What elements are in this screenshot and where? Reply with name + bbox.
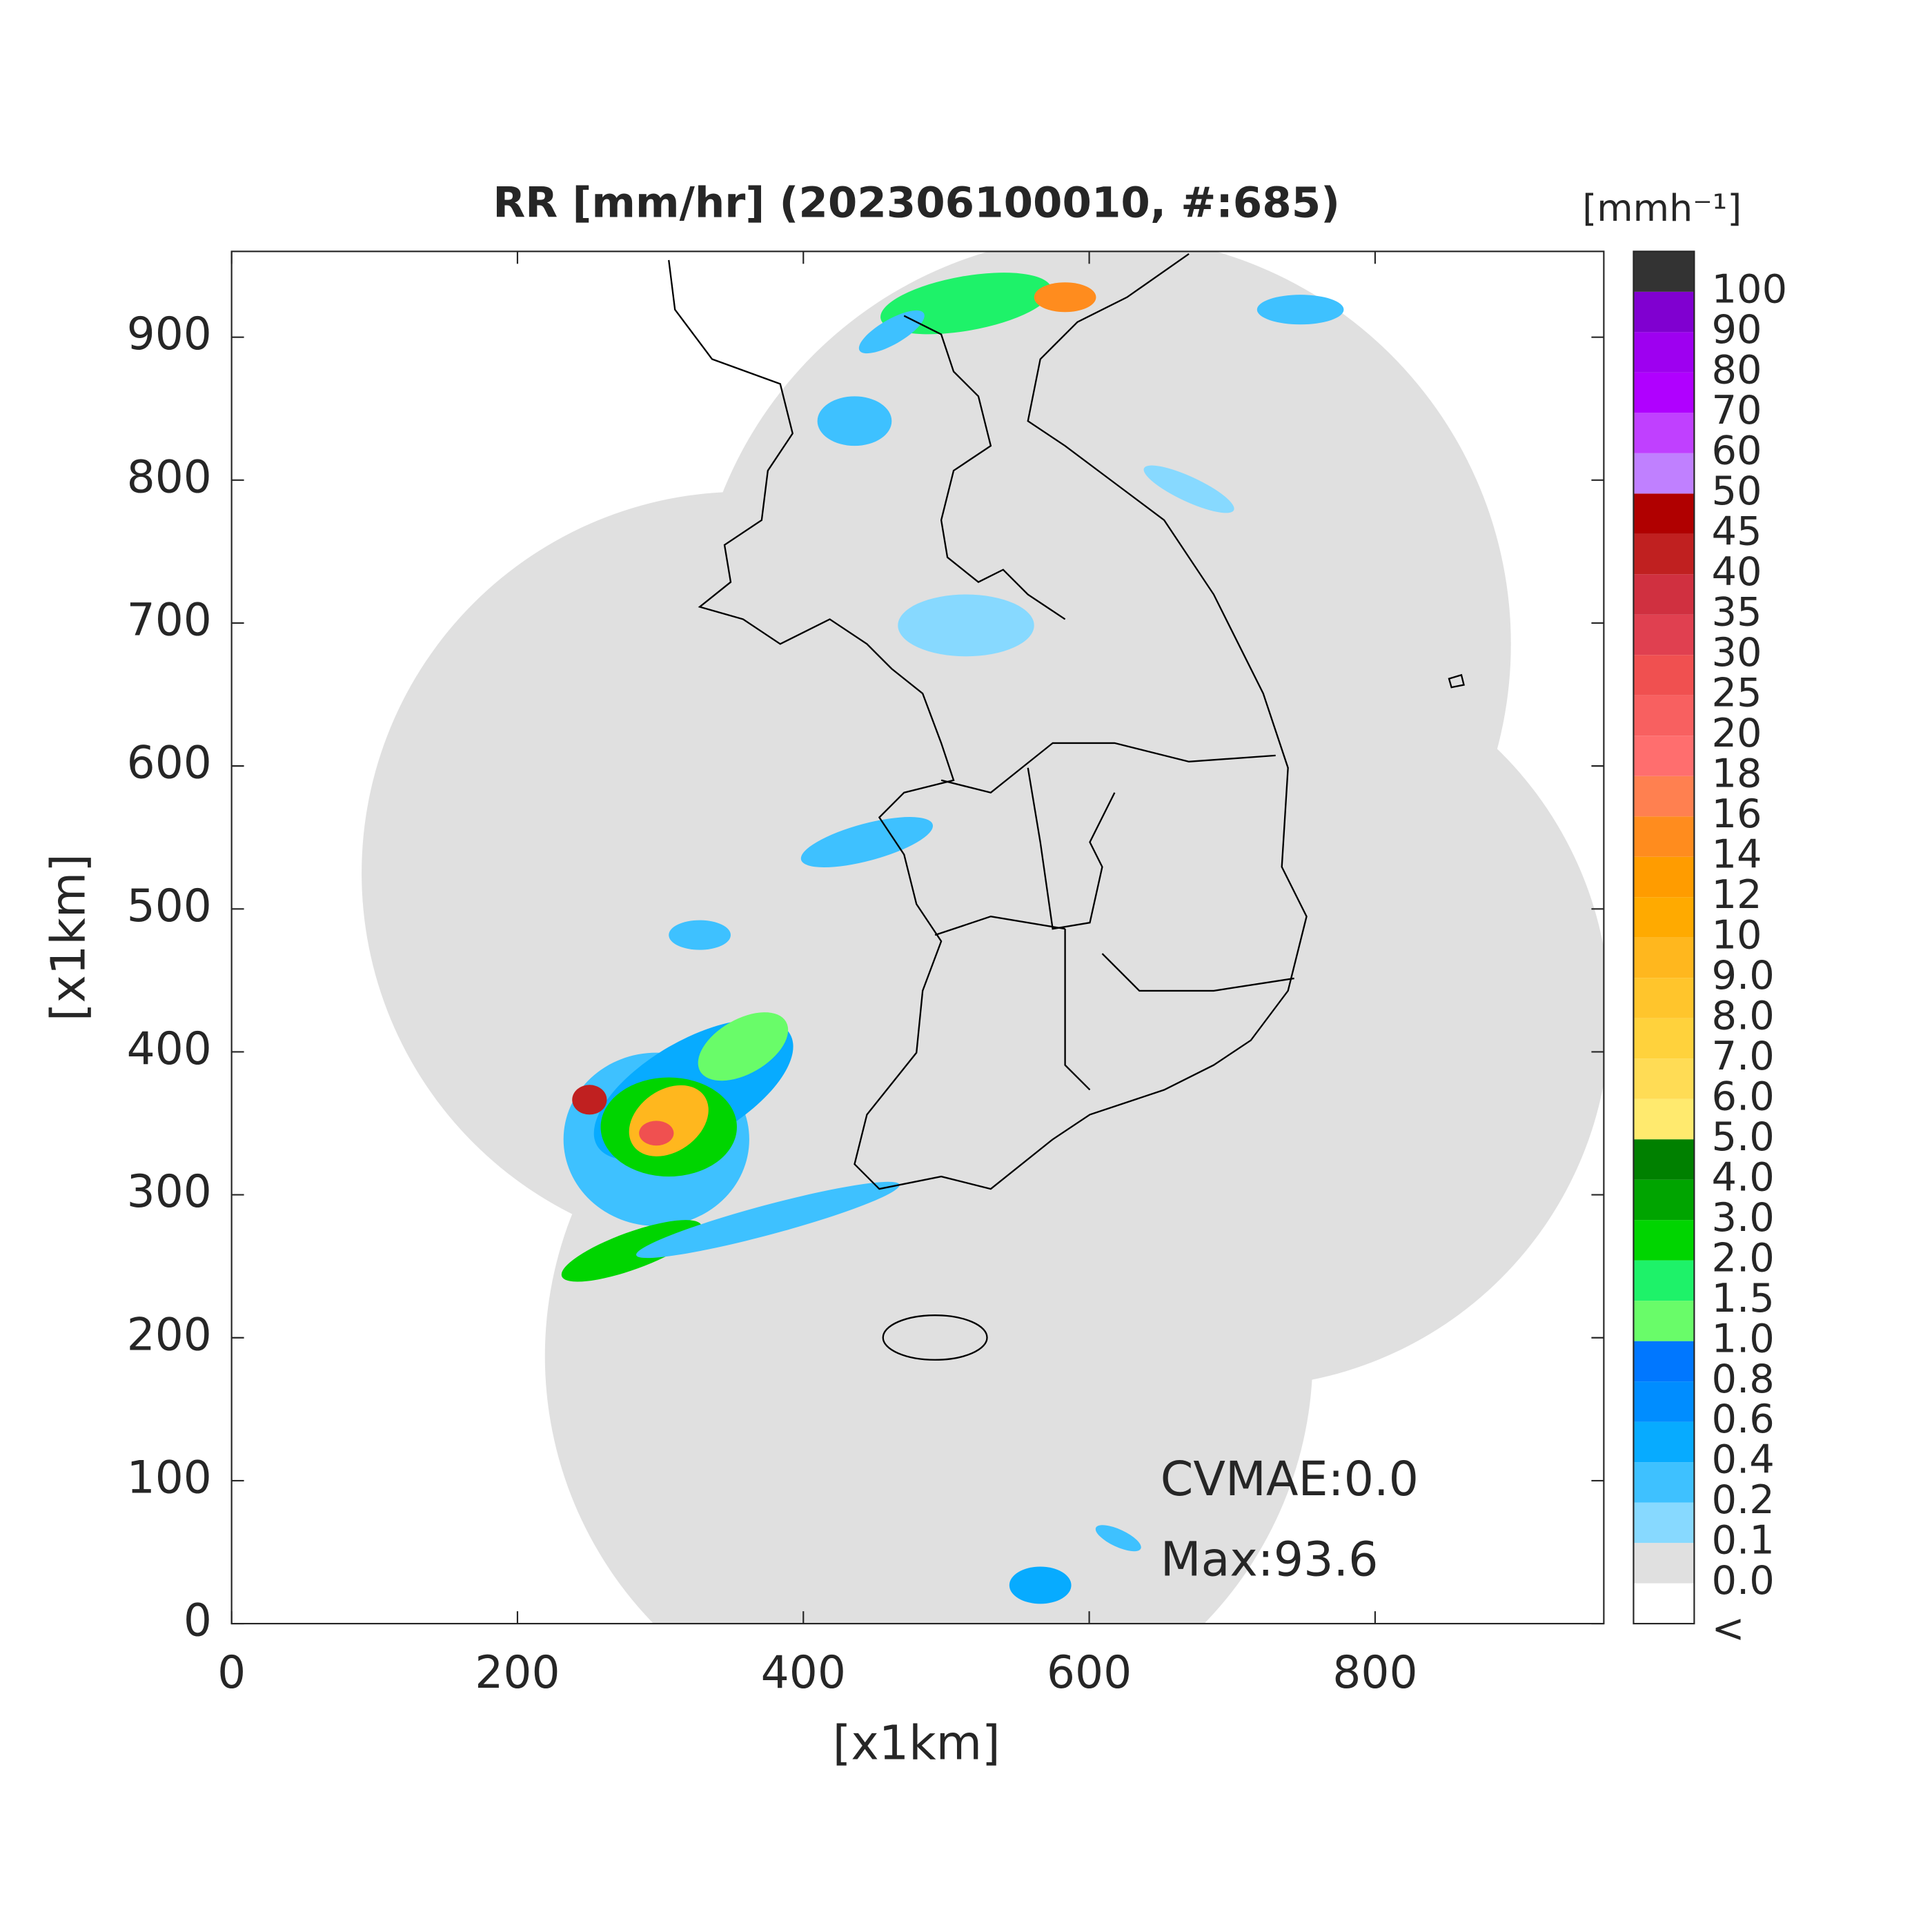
colorbar-label: 4.0 [1712, 1154, 1775, 1200]
colorbar-box [1633, 1018, 1695, 1059]
plot-frame [230, 250, 1605, 1625]
colorbar-box [1633, 776, 1695, 817]
coastline [668, 253, 1465, 1361]
colorbar-label: 20 [1712, 710, 1762, 756]
colorbar-label: 6.0 [1712, 1073, 1775, 1119]
colorbar-label: 14 [1712, 831, 1762, 877]
colorbar-label: 18 [1712, 750, 1762, 796]
y-axis-label: [x1km] [42, 854, 97, 1021]
x-tick-label: 200 [475, 1647, 560, 1699]
colorbar-box [1633, 1381, 1695, 1422]
colorbar-label: < [1712, 1605, 1745, 1651]
rain-echoes [561, 273, 1344, 1604]
x-tick-label: 600 [1047, 1647, 1132, 1699]
y-tick-label: 200 [127, 1309, 212, 1361]
colorbar-box [1633, 574, 1695, 615]
colorbar-box [1633, 413, 1695, 453]
colorbar-box [1633, 816, 1695, 857]
colorbar-box [1633, 614, 1695, 656]
colorbar-frame [1633, 250, 1695, 1625]
colorbar-box [1633, 533, 1695, 575]
colorbar-box [1633, 856, 1695, 898]
colorbar-label: 50 [1712, 468, 1762, 514]
y-tick-label: 600 [127, 738, 212, 789]
colorbar-box [1633, 1583, 1695, 1624]
colorbar-label: 2.0 [1712, 1234, 1775, 1281]
colorbar-box [1633, 1543, 1695, 1584]
colorbar-label: 0.4 [1712, 1437, 1775, 1483]
x-tick-label: 800 [1332, 1647, 1417, 1699]
colorbar-box [1633, 332, 1695, 373]
colorbar-label: 80 [1712, 346, 1762, 393]
colorbar-label: 70 [1712, 387, 1762, 433]
colorbar-label: 7.0 [1712, 1033, 1775, 1079]
colorbar-title: [mmh⁻¹] [1582, 186, 1742, 230]
dynamic-layer: 0 200 400 600 800 0 100 200 300 400 500 600 700 800 90… [127, 250, 1788, 1699]
colorbar-box [1633, 493, 1695, 534]
colorbar-label: 8.0 [1712, 992, 1775, 1038]
colorbar-label: 90 [1712, 306, 1762, 353]
colorbar-label: 100 [1712, 266, 1788, 312]
annotation: CVMAE:0.0 [1161, 1452, 1419, 1507]
colorbar-box [1633, 1301, 1695, 1341]
chart-title: RR [mm/hr] (202306100010, #:685) [493, 179, 1340, 228]
colorbar-box [1633, 291, 1695, 333]
colorbar-box [1633, 978, 1695, 1018]
colorbar-box [1633, 937, 1695, 978]
colorbar-box [1633, 1139, 1695, 1180]
y-tick-label: 100 [127, 1452, 212, 1504]
colorbar-label: 9.0 [1712, 952, 1775, 998]
map-layer [362, 251, 1604, 1624]
colorbar-box [1633, 897, 1695, 938]
colorbar-label: 0.0 [1712, 1557, 1775, 1604]
colorbar-label: 1.5 [1712, 1275, 1775, 1321]
colorbar-box [1633, 1502, 1695, 1544]
colorbar-box [1633, 1058, 1695, 1099]
colorbar-box [1633, 1179, 1695, 1221]
y-tick-label: 300 [127, 1166, 212, 1218]
colorbar-label: 0.1 [1712, 1517, 1775, 1564]
colorbar-label: 3.0 [1712, 1194, 1775, 1241]
colorbar-label: 1.0 [1712, 1315, 1775, 1361]
colorbar-label: 12 [1712, 871, 1762, 918]
colorbar-label: 0.2 [1712, 1477, 1775, 1523]
colorbar-label: 0.6 [1712, 1396, 1775, 1442]
colorbar-box [1633, 1098, 1695, 1140]
y-tick-label: 400 [127, 1023, 212, 1075]
y-tick-label: 900 [127, 308, 212, 360]
colorbar-label: 10 [1712, 911, 1762, 958]
colorbar-box [1633, 736, 1695, 776]
colorbar-box [1633, 1421, 1695, 1463]
y-tick-label: 500 [127, 880, 212, 932]
x-tick-label: 0 [217, 1647, 246, 1699]
colorbar-box [1633, 1341, 1695, 1382]
y-tick-label: 800 [127, 451, 212, 503]
colorbar-label: 0.8 [1712, 1356, 1775, 1402]
x-tick-label: 400 [761, 1647, 846, 1699]
colorbar-box [1633, 655, 1695, 696]
colorbar-label: 45 [1712, 508, 1762, 554]
colorbar-label: 60 [1712, 427, 1762, 473]
colorbar-box [1633, 1462, 1695, 1503]
colorbar-box [1633, 1260, 1695, 1301]
colorbar-label: 40 [1712, 549, 1762, 595]
colorbar-box [1633, 695, 1695, 736]
colorbar-box [1633, 453, 1695, 494]
colorbar-box [1633, 251, 1695, 292]
annotation: Max:93.6 [1161, 1533, 1379, 1588]
colorbar-box [1633, 372, 1695, 413]
colorbar-label: 5.0 [1712, 1114, 1775, 1160]
colorbar-label: 25 [1712, 669, 1762, 716]
y-tick-label: 700 [127, 595, 212, 647]
colorbar-label: 35 [1712, 589, 1762, 635]
y-tick-label: 0 [184, 1595, 212, 1647]
x-axis-label: [x1km] [833, 1716, 1000, 1771]
colorbar-box [1633, 1220, 1695, 1261]
colorbar-label: 30 [1712, 629, 1762, 676]
colorbar-label: 16 [1712, 791, 1762, 837]
